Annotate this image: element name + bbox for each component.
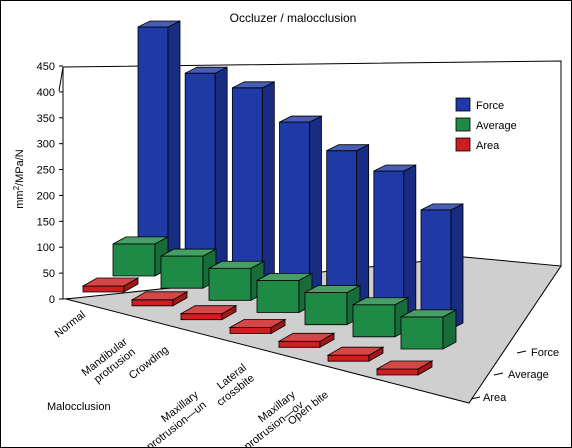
bar-area-4 <box>277 332 336 349</box>
bar-force-3 <box>279 115 322 296</box>
y-tick-label: 100 <box>37 242 55 254</box>
y-tick-label: 450 <box>37 61 55 73</box>
bar-average-2 <box>208 260 265 302</box>
legend-swatch <box>455 117 471 132</box>
x-category-label: Normal <box>53 309 88 340</box>
depth-tick <box>493 372 504 376</box>
x-category-label: Crowding <box>127 344 171 382</box>
depth-tick <box>470 396 481 400</box>
y-tick-label: 150 <box>37 216 55 228</box>
x-category-label: Lateralcrossbite <box>207 362 257 409</box>
chart-title: Occluzer / malocclusion <box>230 11 357 25</box>
bar-area-3 <box>228 318 287 335</box>
bar-average-6 <box>400 309 457 350</box>
bar-area-0 <box>81 277 140 293</box>
y-tick-label: 300 <box>37 139 55 151</box>
bar-force-4 <box>326 144 370 307</box>
bar-force-0 <box>137 20 181 261</box>
y-tick-label: 400 <box>37 87 55 99</box>
bar-average-4 <box>304 284 361 326</box>
x-axis-label: Malocclusion <box>47 401 111 413</box>
depth-tick <box>516 350 527 354</box>
bar-average-5 <box>352 297 409 338</box>
bar-force-6 <box>420 203 464 330</box>
legend-label: Average <box>476 120 517 132</box>
bar-area-5 <box>326 346 385 362</box>
y-tick-label: 250 <box>37 165 55 177</box>
y-tick-label: 50 <box>43 268 55 280</box>
y-tick-label: 350 <box>37 113 55 125</box>
y-tick-label: 0 <box>49 294 55 306</box>
bar-force-1 <box>184 66 228 273</box>
depth-label: Average <box>508 369 549 381</box>
legend-label: Force <box>476 100 504 112</box>
x-category-label: Maxillaryprotrusion—un <box>137 389 210 447</box>
bar-area-2 <box>179 304 238 321</box>
legend: Force Average Area <box>455 97 517 152</box>
bar-average-1 <box>160 248 217 289</box>
x-category-label: Mandibularprotrusion <box>80 336 139 389</box>
bar-average-3 <box>256 272 313 314</box>
depth-label: Force <box>531 347 559 359</box>
y-tick-label: 200 <box>37 190 55 202</box>
bar-area-1 <box>130 291 189 307</box>
bar-force-5 <box>373 164 417 319</box>
y-axis-label: mm2/MPa/N <box>12 149 27 209</box>
bars <box>81 20 464 376</box>
bar-force-2 <box>231 81 275 284</box>
side-wall-edge <box>58 66 64 92</box>
bar-area-6 <box>375 360 434 376</box>
legend-label: Area <box>476 140 500 152</box>
legend-swatch <box>455 97 471 112</box>
y-axis: 0 50 100 150 200 250 300 350 400 450 <box>37 61 64 306</box>
depth-label: Area <box>483 392 507 404</box>
bar-average-0 <box>112 236 169 277</box>
legend-swatch <box>455 137 471 152</box>
